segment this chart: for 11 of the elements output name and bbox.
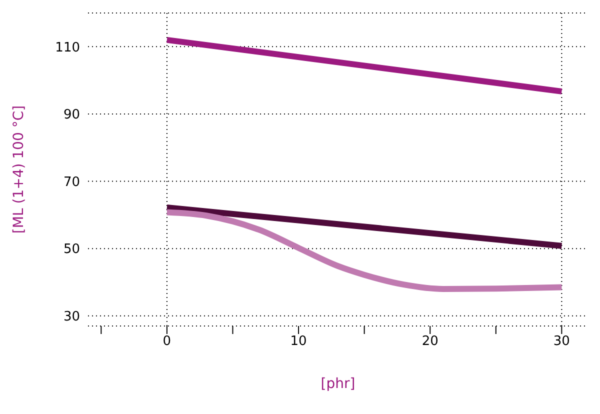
x-tick-label: 0 (162, 334, 172, 350)
x-axis-title: [phr] (320, 376, 356, 392)
x-tick-label: 30 (553, 334, 570, 350)
x-tick-label: 10 (290, 334, 307, 350)
y-tick-label: 110 (55, 40, 80, 56)
y-tick-label: 30 (63, 310, 80, 325)
y-tick-label: 90 (63, 108, 80, 123)
y-tick-label: 50 (63, 242, 80, 258)
x-tick-label: 20 (422, 334, 438, 350)
y-axis-title: [ML (1+4) 100 °C] (10, 105, 27, 234)
y-tick-label: 70 (63, 174, 80, 190)
